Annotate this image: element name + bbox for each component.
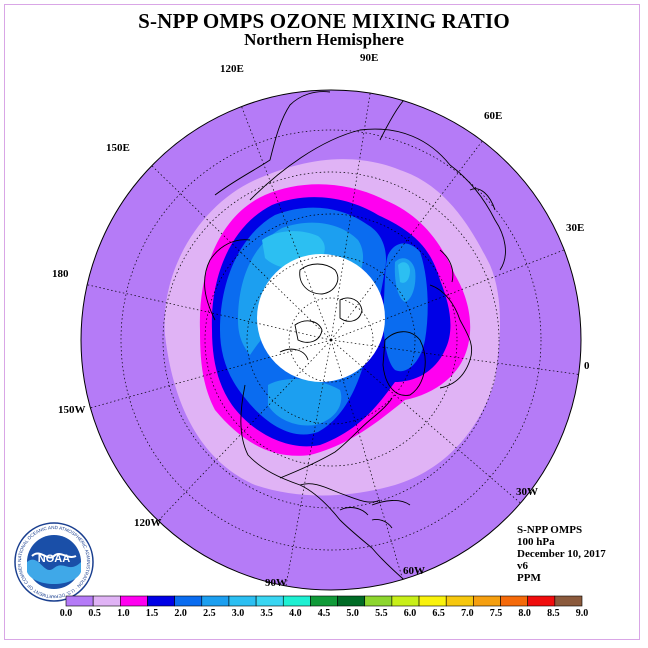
colorbar-tick-label: 5.0 [346,608,359,619]
info-version: v6 [517,560,528,572]
colorbar-tick-label: 9.0 [575,608,589,619]
lon-label-30w: 30W [516,486,538,498]
colorbar-swatch [364,595,393,607]
latitude-circles [120,129,542,551]
info-instrument: S-NPP OMPS [517,524,583,536]
colorbar-swatch [65,595,94,607]
data-info-block: S-NPP OMPS 100 hPa December 10, 2017 v6 … [517,524,606,584]
noaa-logo: NOAA NATIONAL OCEANIC AND ATMOSPHERIC AD… [14,522,94,602]
ozone-contour-2.0-east [383,243,428,372]
colorbar-tick-label: 4.0 [289,608,302,619]
colorbar-tick-label: 7.0 [461,608,474,619]
lon-label-30e: 30E [566,222,585,234]
colorbar-tick-label: 0.0 [59,608,73,619]
colorbar-swatch [92,595,121,607]
map-boundary [80,89,582,591]
colorbar-swatch [174,595,203,607]
colorbar-tick-label: 5.5 [375,608,388,619]
lon-label-150e: 150E [106,142,130,154]
colorbar-swatch [282,595,311,607]
colorbar-tick-label: 1.0 [117,608,130,619]
lon-label-120e: 120E [220,63,244,75]
colorbar-swatch [500,595,528,607]
info-level: 100 hPa [517,536,555,548]
colorbar-swatch [147,595,175,607]
colorbar-swatch [337,595,366,607]
colorbar-tick-label: 4.5 [317,608,331,619]
colorbar-tick-label: 3.0 [231,608,245,619]
coastlines [204,90,506,586]
colorbar-tick-label: 7.5 [489,608,503,619]
colorbar-swatch [527,595,556,607]
colorbar-tick-label: 8.0 [518,608,531,619]
colorbar-swatch [418,595,447,607]
colorbar-swatch [391,595,420,607]
ozone-contour-3.0-east [398,262,410,283]
lon-label-0: 0 [584,360,590,372]
lon-label-120w: 120W [134,517,162,529]
colorbar-swatch [310,595,338,607]
lon-label-60e: 60E [484,110,503,122]
colorbar-swatch [201,595,230,607]
lon-label-60w: 60W [403,565,425,577]
colorbar-tick-label: 0.5 [88,608,101,619]
colorbar-swatch [554,595,583,607]
colorbar-swatch [120,595,148,607]
colorbar-tick-label: 6.0 [403,608,417,619]
polar-night-no-data [257,254,385,382]
colorbar-tick-label: 2.5 [203,608,216,619]
map-title: S-NPP OMPS OZONE MIXING RATIO [138,9,510,33]
lon-label-90e: 90E [360,52,379,64]
colorbar-tick-label: 1.5 [145,608,159,619]
colorbar-tick-label: 6.5 [432,608,445,619]
info-units: PPM [517,572,541,584]
colorbar-tick-label: 3.5 [260,608,273,619]
colorbar-tick-label: 8.5 [547,608,560,619]
page-frame [4,4,640,640]
colorbar-swatch [228,595,257,607]
lon-label-180: 180 [52,268,69,280]
info-date: December 10, 2017 [517,548,606,560]
colorbar-tick-label: 2.0 [174,608,187,619]
lon-label-90w: 90W [265,577,287,589]
colorbar-swatch [255,595,284,607]
map-subtitle: Northern Hemisphere [244,30,404,49]
lon-label-150w: 150W [58,404,86,416]
noaa-logo-text: NOAA [38,553,70,565]
ozone-contour-2.5-south [268,378,342,426]
colorbar-swatch [445,595,474,607]
colorbar-swatch [473,595,501,607]
meridians [81,90,581,590]
